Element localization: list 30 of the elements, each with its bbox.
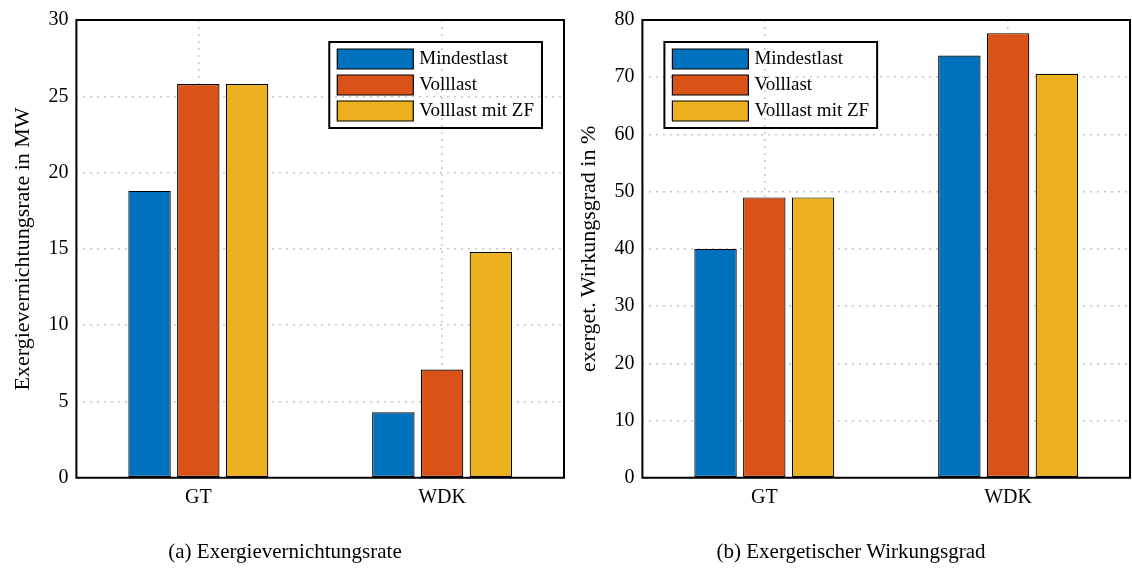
- legend-label: Mindestlast: [419, 46, 509, 68]
- text: (a) Exergievernichtungsrate: [168, 538, 402, 563]
- y-tick-label: 5: [58, 388, 69, 411]
- y-tick-label: 70: [614, 64, 635, 87]
- y-tick-label: 25: [48, 83, 69, 106]
- y-tick-label: 0: [624, 465, 635, 488]
- legend-label: Volllast: [754, 72, 813, 94]
- x-tick-label: GT: [750, 485, 778, 508]
- y-tick-label: 80: [614, 7, 635, 30]
- text: (b) Exergetischer Wirkungsgrad: [716, 538, 986, 563]
- y-tick-label: 10: [48, 312, 69, 335]
- y-tick-label: 15: [48, 236, 69, 259]
- x-tick-label: WDK: [984, 485, 1033, 508]
- y-tick-label: 20: [48, 159, 69, 182]
- y-tick-label: 30: [614, 293, 635, 316]
- legend-label: Volllast mit ZF: [754, 98, 870, 120]
- legend-label: Volllast: [419, 72, 478, 94]
- y-tick-label: 50: [614, 178, 635, 201]
- x-tick-label: GT: [184, 485, 212, 508]
- y-axis-title: Exergievernichtungsrate in MW: [8, 107, 34, 391]
- y-tick-label: 30: [48, 7, 69, 30]
- x-tick-label: WDK: [418, 485, 467, 508]
- y-tick-label: 0: [58, 465, 69, 488]
- y-axis-title: exerget. Wirkungsgrad in %: [574, 125, 600, 373]
- y-tick-label: 60: [614, 121, 635, 144]
- y-tick-label: 20: [614, 350, 635, 373]
- y-tick-label: 10: [614, 407, 635, 430]
- legend-label: Volllast mit ZF: [419, 98, 535, 120]
- legend-label: Mindestlast: [754, 46, 844, 68]
- y-tick-label: 40: [614, 236, 635, 259]
